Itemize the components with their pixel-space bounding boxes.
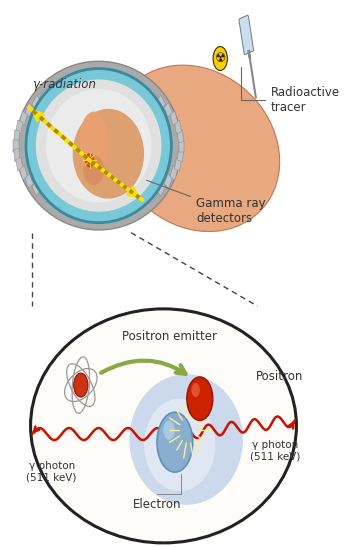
FancyBboxPatch shape <box>239 15 253 55</box>
Bar <box>60 199 69 212</box>
Ellipse shape <box>112 65 280 231</box>
Bar <box>95 207 102 216</box>
Circle shape <box>157 412 192 472</box>
Text: Positron emitter: Positron emitter <box>122 330 217 342</box>
Bar <box>32 95 41 110</box>
Bar <box>60 79 69 92</box>
Bar <box>129 79 137 92</box>
Bar <box>71 203 79 214</box>
Bar <box>177 148 183 161</box>
Ellipse shape <box>73 109 144 199</box>
Ellipse shape <box>144 399 215 491</box>
Bar <box>170 166 178 180</box>
Bar <box>32 181 41 196</box>
Bar <box>83 75 91 86</box>
Bar <box>179 139 184 152</box>
Text: ☢: ☢ <box>215 52 226 65</box>
Bar <box>16 157 23 171</box>
Text: Positron: Positron <box>256 370 303 383</box>
Bar <box>16 120 23 134</box>
Ellipse shape <box>30 309 296 543</box>
Ellipse shape <box>83 100 167 203</box>
Bar <box>118 203 126 214</box>
Bar <box>40 188 49 202</box>
Ellipse shape <box>36 79 161 212</box>
Bar <box>25 174 33 189</box>
Bar <box>157 181 166 196</box>
Bar <box>106 206 114 216</box>
Bar <box>25 103 33 118</box>
Ellipse shape <box>26 68 172 223</box>
Bar <box>139 83 148 97</box>
Bar <box>50 83 58 97</box>
Bar <box>106 75 114 86</box>
Bar <box>50 194 58 208</box>
Bar <box>20 111 27 125</box>
Bar <box>164 103 172 118</box>
Circle shape <box>191 383 200 397</box>
Bar <box>83 206 91 216</box>
Bar <box>177 130 183 143</box>
Circle shape <box>187 377 213 421</box>
Text: γ-radiation: γ-radiation <box>32 78 96 91</box>
Bar <box>175 120 181 134</box>
Bar <box>13 139 19 152</box>
Ellipse shape <box>130 374 243 505</box>
Circle shape <box>163 421 175 440</box>
Bar <box>129 199 137 212</box>
Text: Radioactive
tracer: Radioactive tracer <box>241 67 340 114</box>
Text: Electron: Electron <box>133 498 181 511</box>
Bar <box>164 174 172 189</box>
Ellipse shape <box>46 89 152 202</box>
Ellipse shape <box>16 61 181 230</box>
Circle shape <box>74 373 88 397</box>
Bar <box>175 157 181 171</box>
Ellipse shape <box>79 112 108 174</box>
Bar <box>157 95 166 110</box>
Bar <box>170 111 178 125</box>
Circle shape <box>86 154 93 167</box>
Bar <box>95 75 102 84</box>
Ellipse shape <box>83 155 104 185</box>
Bar <box>20 166 27 180</box>
Bar <box>14 130 20 143</box>
Bar <box>118 77 126 89</box>
Bar <box>139 194 148 208</box>
Bar <box>148 89 157 103</box>
Bar <box>71 77 79 89</box>
Text: γ photon
(511 keV): γ photon (511 keV) <box>250 440 301 461</box>
Bar <box>40 89 49 103</box>
Text: γ photon
(511 keV): γ photon (511 keV) <box>27 461 77 483</box>
Circle shape <box>213 46 228 71</box>
Bar <box>148 188 157 202</box>
Bar <box>14 148 20 161</box>
Text: Gamma ray
detectors: Gamma ray detectors <box>147 181 266 225</box>
